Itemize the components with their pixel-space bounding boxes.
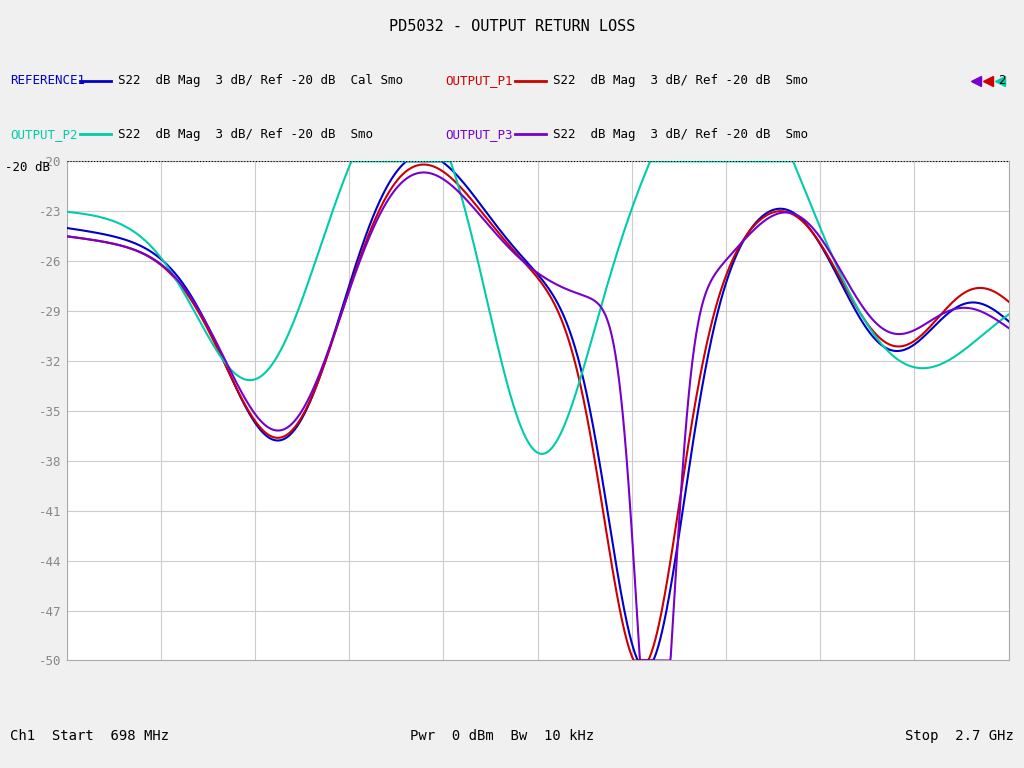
Text: OUTPUT_P3: OUTPUT_P3 xyxy=(445,128,513,141)
Text: S22  dB Mag  3 dB/ Ref -20 dB  Smo: S22 dB Mag 3 dB/ Ref -20 dB Smo xyxy=(553,128,808,141)
Text: Pwr  0 dBm  Bw  10 kHz: Pwr 0 dBm Bw 10 kHz xyxy=(410,729,594,743)
Text: Ch1  Start  698 MHz: Ch1 Start 698 MHz xyxy=(10,729,169,743)
Text: PD5032 - OUTPUT RETURN LOSS: PD5032 - OUTPUT RETURN LOSS xyxy=(389,19,635,35)
Text: S22  dB Mag  3 dB/ Ref -20 dB  Cal Smo: S22 dB Mag 3 dB/ Ref -20 dB Cal Smo xyxy=(118,74,402,87)
Text: OUTPUT_P2: OUTPUT_P2 xyxy=(10,128,78,141)
Text: -20 dB: -20 dB xyxy=(5,161,50,174)
Text: OUTPUT_P1: OUTPUT_P1 xyxy=(445,74,513,87)
Text: REFERENCE1: REFERENCE1 xyxy=(10,74,85,87)
Text: Stop  2.7 GHz: Stop 2.7 GHz xyxy=(905,729,1014,743)
Text: S22  dB Mag  3 dB/ Ref -20 dB  Smo: S22 dB Mag 3 dB/ Ref -20 dB Smo xyxy=(553,74,808,87)
Text: S22  dB Mag  3 dB/ Ref -20 dB  Smo: S22 dB Mag 3 dB/ Ref -20 dB Smo xyxy=(118,128,373,141)
Text: 2: 2 xyxy=(998,74,1006,87)
